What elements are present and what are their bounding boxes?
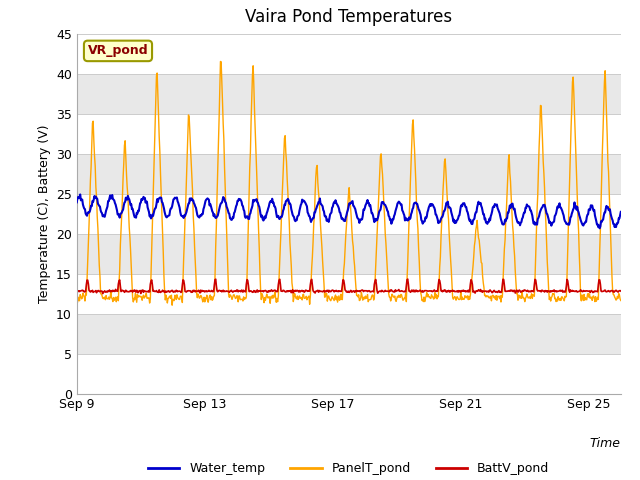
- Bar: [77, 354, 621, 394]
- Bar: [77, 114, 621, 154]
- Text: VR_pond: VR_pond: [88, 44, 148, 58]
- Title: Vaira Pond Temperatures: Vaira Pond Temperatures: [245, 9, 452, 26]
- Bar: [77, 193, 621, 234]
- Bar: [77, 313, 621, 354]
- Y-axis label: Temperature (C), Battery (V): Temperature (C), Battery (V): [38, 124, 51, 303]
- Bar: [77, 234, 621, 274]
- Legend: Water_temp, PanelT_pond, BattV_pond: Water_temp, PanelT_pond, BattV_pond: [143, 457, 554, 480]
- Bar: [77, 154, 621, 193]
- Bar: [77, 73, 621, 114]
- Bar: [77, 274, 621, 313]
- Bar: [77, 34, 621, 73]
- Text: Time: Time: [590, 437, 621, 450]
